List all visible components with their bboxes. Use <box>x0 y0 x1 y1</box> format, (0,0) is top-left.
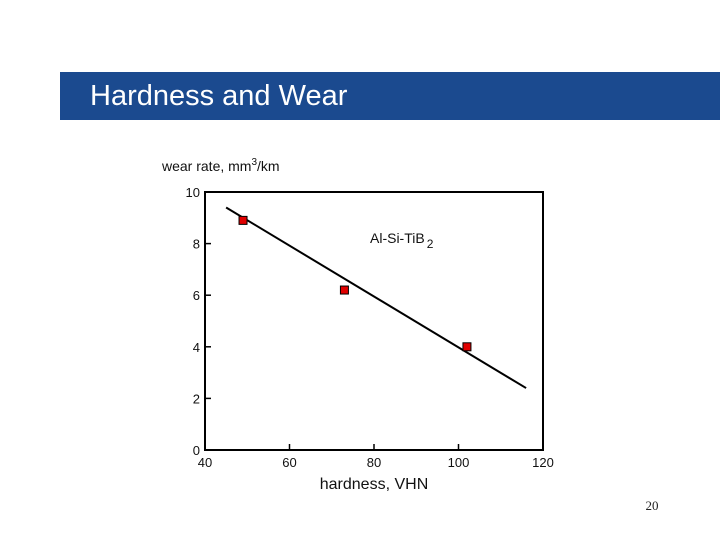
y-axis-label: wear rate, mm3/km <box>161 157 280 174</box>
slide-title: Hardness and Wear <box>90 80 348 112</box>
y-tick-label: 2 <box>193 391 200 406</box>
data-point <box>238 215 248 225</box>
x-tick-label: 60 <box>282 455 296 470</box>
y-tick-label: 0 <box>193 443 200 458</box>
data-point <box>462 342 472 352</box>
title-bar: Hardness and Wear <box>60 72 720 120</box>
y-tick-label: 10 <box>186 185 200 200</box>
page-number: 20 <box>645 498 659 513</box>
y-tick-label: 6 <box>193 288 200 303</box>
y-tick-label: 8 <box>193 237 200 252</box>
series-annotation: Al-Si-TiB 2 <box>370 230 434 251</box>
x-tick-label: 100 <box>448 455 470 470</box>
data-point <box>339 285 349 295</box>
x-tick-label: 80 <box>367 455 381 470</box>
trend-line <box>225 206 527 389</box>
y-tick-label: 4 <box>193 340 200 355</box>
x-tick-label: 40 <box>198 455 212 470</box>
x-axis-label: hardness, VHN <box>320 476 429 493</box>
x-tick-label: 120 <box>532 455 554 470</box>
